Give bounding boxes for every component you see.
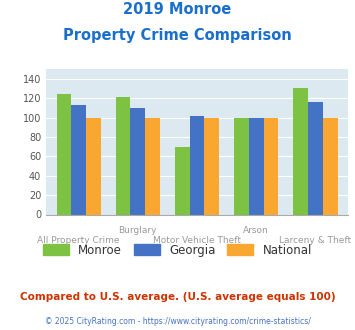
Bar bbox=[71, 105, 86, 214]
Legend: Monroe, Georgia, National: Monroe, Georgia, National bbox=[38, 239, 317, 261]
Text: Property Crime Comparison: Property Crime Comparison bbox=[63, 28, 292, 43]
Bar bbox=[293, 88, 308, 214]
Bar bbox=[190, 116, 204, 214]
Bar bbox=[249, 118, 264, 214]
Text: 2019 Monroe: 2019 Monroe bbox=[124, 2, 231, 16]
Bar bbox=[263, 118, 278, 214]
Bar bbox=[308, 102, 323, 214]
Text: Burglary: Burglary bbox=[119, 226, 157, 235]
Text: Arson: Arson bbox=[243, 226, 269, 235]
Bar bbox=[86, 118, 101, 214]
Bar bbox=[116, 97, 131, 214]
Bar bbox=[323, 118, 338, 214]
Text: Motor Vehicle Theft: Motor Vehicle Theft bbox=[153, 236, 241, 245]
Bar bbox=[145, 118, 160, 214]
Bar bbox=[175, 147, 190, 214]
Bar bbox=[234, 118, 249, 214]
Bar bbox=[204, 118, 219, 214]
Text: Larceny & Theft: Larceny & Theft bbox=[279, 236, 351, 245]
Text: © 2025 CityRating.com - https://www.cityrating.com/crime-statistics/: © 2025 CityRating.com - https://www.city… bbox=[45, 317, 310, 326]
Text: Compared to U.S. average. (U.S. average equals 100): Compared to U.S. average. (U.S. average … bbox=[20, 292, 335, 302]
Bar bbox=[56, 94, 71, 214]
Bar bbox=[131, 108, 145, 214]
Text: All Property Crime: All Property Crime bbox=[37, 236, 120, 245]
